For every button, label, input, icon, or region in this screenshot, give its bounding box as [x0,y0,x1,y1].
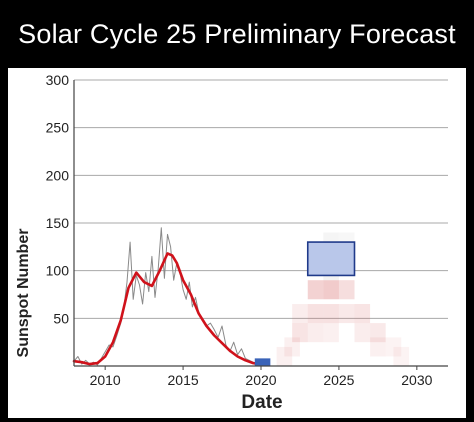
y-tick-label: 150 [46,215,70,231]
probability-cell [370,323,386,343]
probability-cell [338,280,355,300]
probability-cell [370,337,386,357]
title-bar: Solar Cycle 25 Preliminary Forecast [0,0,474,68]
series-lines [72,227,262,366]
y-tick-label: 250 [46,120,70,136]
monthly-sunspot-line [73,227,262,366]
x-axis-label: Date [241,392,282,413]
probability-cell [284,337,300,357]
probability-cell [292,304,308,324]
forecast-boxes [254,241,356,366]
x-tick-label: 2010 [90,372,121,388]
y-tick-label: 50 [53,310,69,326]
probability-cell [307,323,324,343]
chart-panel: 50 100 150 200 250 300 2010 2015 2020 2025 2030 Da… [8,68,466,418]
chart-title: Solar Cycle 25 Preliminary Forecast [18,18,456,49]
solar-minimum-box [254,358,271,366]
tick-labels: 50 100 150 200 250 300 2010 2015 2020 2025 2030 [46,72,433,388]
x-tick-label: 2015 [168,372,199,388]
probability-cell [354,304,371,324]
probability-cell [323,323,339,343]
probability-cell [307,280,324,300]
probability-cell [323,304,339,324]
sunspot-chart: 50 100 150 200 250 300 2010 2015 2020 2025 2030 Da… [15,72,448,413]
x-tick-label: 2025 [323,372,354,388]
probability-cell [385,337,402,357]
probability-cell [276,346,293,366]
axes [73,80,448,370]
y-tick-label: 100 [46,263,70,279]
probability-cell [393,346,410,366]
y-tick-label: 200 [46,167,70,183]
probability-cell [323,280,339,300]
y-tick-label: 300 [46,72,70,88]
forecast-maximum-box [306,241,356,277]
probability-cell [307,304,324,324]
x-tick-label: 2030 [401,372,432,388]
x-tick-label: 2020 [245,372,276,388]
probability-cell [292,323,308,343]
probability-cell [354,323,371,343]
probability-cell [338,304,355,324]
grid-lines [74,79,448,319]
y-axis-label: Sunspot Number [15,229,32,358]
smoothed-sunspot-line [72,252,261,366]
